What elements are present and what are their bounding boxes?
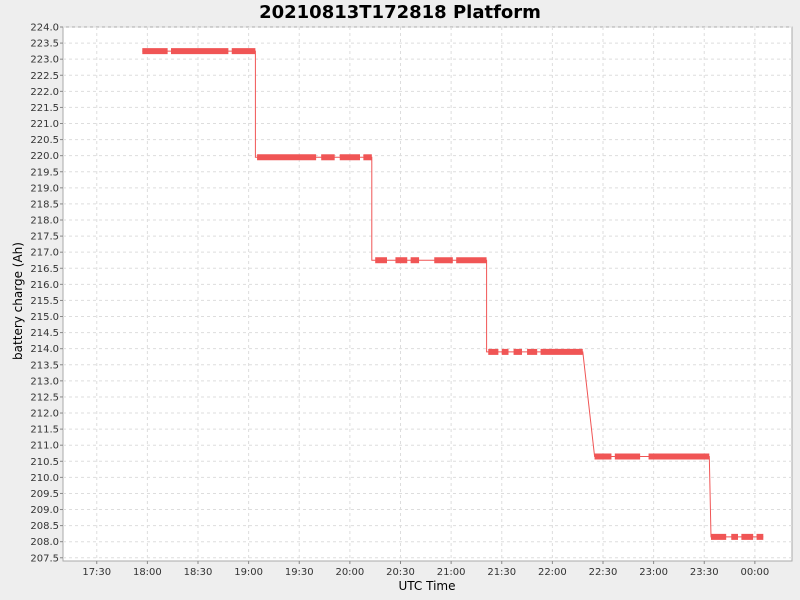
y-tick-label: 208.0: [30, 537, 59, 548]
y-tick-label: 209.0: [30, 505, 59, 516]
x-tick-label: 17:30: [82, 567, 111, 578]
series-layer: [142, 48, 764, 540]
y-tick-label: 219.5: [30, 167, 59, 178]
y-axis: 207.5 208.0 208.5 209.0 209.5 210.0 210.5 211.0…: [30, 23, 63, 564]
y-tick-label: 209.5: [30, 489, 59, 500]
x-tick-label: 20:00: [335, 567, 364, 578]
y-tick-label: 220.5: [30, 135, 59, 146]
x-axis-title: UTC Time: [399, 579, 456, 593]
x-tick-label: 21:00: [437, 567, 466, 578]
x-axis: 17:30 18:00 18:30 19:00 19:30 20:00 20:30 21:00…: [82, 561, 769, 578]
y-tick-label: 210.0: [30, 473, 59, 484]
y-tick-label: 221.5: [30, 103, 59, 114]
x-tick-label: 23:00: [639, 567, 668, 578]
y-tick-label: 223.5: [30, 39, 59, 50]
y-tick-label: 221.0: [30, 119, 59, 130]
chart-title: 20210813T172818 Platform: [259, 2, 541, 23]
x-tick-label: 18:00: [133, 567, 162, 578]
y-tick-label: 214.0: [30, 344, 59, 355]
y-tick-label: 213.0: [30, 376, 59, 387]
y-tick-label: 210.5: [30, 457, 59, 468]
y-tick-label: 224.0: [30, 23, 59, 34]
y-tick-label: 222.0: [30, 87, 59, 98]
x-tick-label: 19:00: [234, 567, 263, 578]
y-tick-label: 211.0: [30, 441, 59, 452]
x-tick-label: 18:30: [184, 567, 213, 578]
x-tick-label: 00:00: [740, 567, 769, 578]
y-tick-label: 220.0: [30, 151, 59, 162]
y-tick-label: 215.5: [30, 296, 59, 307]
y-tick-label: 216.5: [30, 264, 59, 275]
x-tick-label: 23:30: [690, 567, 719, 578]
plot-area: [62, 26, 793, 562]
x-tick-label: 22:00: [538, 567, 567, 578]
y-axis-title: battery charge (Ah): [11, 242, 25, 360]
y-tick-label: 218.5: [30, 199, 59, 210]
y-tick-label: 223.0: [30, 55, 59, 66]
y-tick-label: 222.5: [30, 71, 59, 82]
x-tick-label: 20:30: [386, 567, 415, 578]
grid-layer: [63, 26, 792, 561]
y-tick-label: 212.0: [30, 409, 59, 420]
y-tick-label: 208.5: [30, 521, 59, 532]
y-tick-label: 212.5: [30, 392, 59, 403]
y-tick-label: 213.5: [30, 360, 59, 371]
x-tick-label: 19:30: [285, 567, 314, 578]
y-tick-label: 216.0: [30, 280, 59, 291]
y-tick-label: 215.0: [30, 312, 59, 323]
y-tick-label: 219.0: [30, 183, 59, 194]
y-tick-label: 217.5: [30, 232, 59, 243]
y-tick-label: 211.5: [30, 425, 59, 436]
x-tick-label: 21:30: [487, 567, 516, 578]
x-tick-label: 22:30: [589, 567, 618, 578]
y-tick-label: 218.0: [30, 216, 59, 227]
y-tick-label: 217.0: [30, 248, 59, 259]
y-tick-label: 207.5: [30, 553, 59, 564]
y-tick-label: 214.5: [30, 328, 59, 339]
